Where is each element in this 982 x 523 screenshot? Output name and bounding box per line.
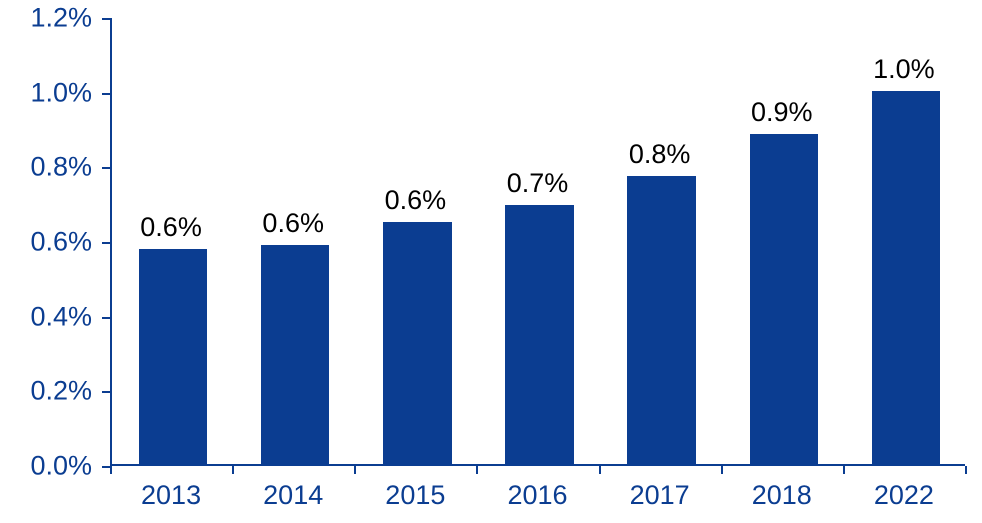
bar-value-label: 0.8% [629, 139, 691, 170]
x-tick-mark [721, 466, 723, 474]
x-tick-label: 2018 [752, 480, 812, 511]
bar-value-label: 0.6% [140, 212, 202, 243]
bar [261, 245, 329, 464]
bar [627, 176, 695, 464]
x-tick-label: 2017 [630, 480, 690, 511]
y-tick-label: 0.2% [0, 376, 92, 407]
x-tick-mark [232, 466, 234, 474]
bar [505, 205, 573, 464]
y-tick-label: 0.4% [0, 301, 92, 332]
y-tick-mark [102, 317, 110, 319]
y-tick-mark [102, 18, 110, 20]
x-tick-mark [843, 466, 845, 474]
y-tick-label: 0.8% [0, 152, 92, 183]
bar [750, 134, 818, 464]
x-tick-mark [110, 466, 112, 474]
y-tick-mark [102, 167, 110, 169]
y-tick-mark [102, 242, 110, 244]
y-tick-label: 0.0% [0, 451, 92, 482]
y-tick-mark [102, 93, 110, 95]
bar-value-label: 1.0% [873, 54, 935, 85]
bar [872, 91, 940, 464]
x-tick-mark [965, 466, 967, 474]
x-tick-label: 2022 [874, 480, 934, 511]
bar-value-label: 0.7% [507, 168, 569, 199]
x-tick-label: 2014 [263, 480, 323, 511]
y-tick-mark [102, 466, 110, 468]
y-tick-mark [102, 391, 110, 393]
bar-value-label: 0.6% [262, 208, 324, 239]
x-tick-mark [476, 466, 478, 474]
bar-value-label: 0.6% [385, 185, 447, 216]
bar [383, 222, 451, 464]
y-tick-label: 1.2% [0, 3, 92, 34]
x-tick-mark [354, 466, 356, 474]
x-tick-label: 2015 [385, 480, 445, 511]
x-tick-label: 2013 [141, 480, 201, 511]
y-tick-label: 0.6% [0, 227, 92, 258]
y-tick-label: 1.0% [0, 77, 92, 108]
x-tick-mark [599, 466, 601, 474]
x-tick-label: 2016 [507, 480, 567, 511]
plot-area [110, 18, 965, 466]
bar [139, 249, 207, 464]
bar-value-label: 0.9% [751, 97, 813, 128]
bar-chart: 0.0% 0.2% 0.4% 0.6% 0.8% 1.0% 1.2% 2013 0.6% 2014… [0, 0, 982, 523]
